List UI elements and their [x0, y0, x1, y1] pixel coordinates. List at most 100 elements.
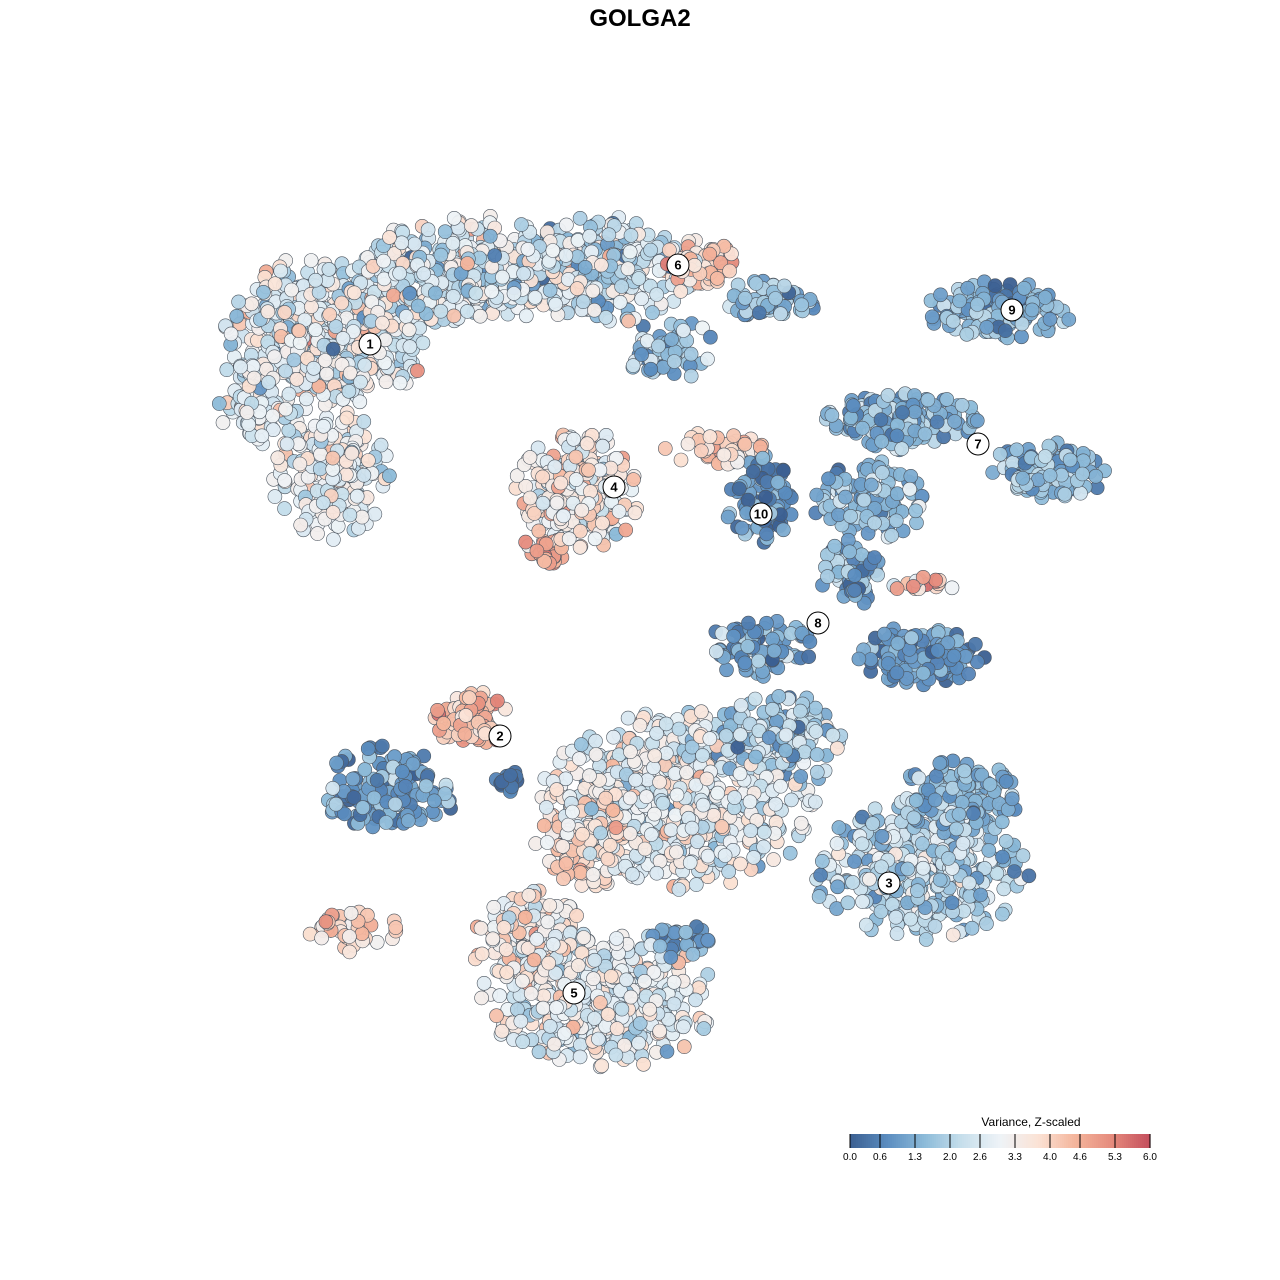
cell-point	[959, 326, 975, 342]
cell-point	[378, 374, 394, 390]
cell-point	[676, 323, 691, 338]
cell-point	[623, 744, 638, 760]
cell-point	[366, 790, 382, 806]
cell-point	[737, 436, 753, 452]
cell-point	[1014, 329, 1029, 345]
cell-point	[339, 410, 355, 426]
cell-point	[278, 363, 293, 379]
cell-point	[518, 534, 533, 550]
cell-point	[231, 294, 246, 310]
cell-point	[476, 975, 492, 991]
cell-point	[998, 774, 1014, 789]
cell-point	[1009, 442, 1025, 458]
cell-point	[746, 850, 762, 865]
cell-point	[809, 487, 825, 503]
cell-point	[908, 503, 924, 519]
cell-point	[847, 568, 863, 583]
cell-point	[858, 917, 874, 933]
cell-point	[277, 501, 292, 516]
cell-point	[987, 278, 1003, 294]
cell-point	[634, 347, 649, 362]
cell-point	[514, 217, 529, 232]
cell-point	[793, 769, 809, 784]
cell-point	[847, 854, 862, 869]
cell-point	[345, 771, 361, 787]
cell-point	[765, 701, 780, 717]
cell-point	[573, 737, 589, 752]
cell-point	[964, 920, 980, 936]
cell-point	[700, 351, 715, 367]
cell-point	[244, 296, 259, 312]
cell-point	[634, 291, 649, 307]
cell-point	[673, 284, 689, 299]
cell-point	[400, 813, 416, 829]
cell-point	[489, 1008, 504, 1024]
cell-point	[572, 211, 588, 226]
cell-point	[360, 741, 376, 757]
cell-point	[553, 475, 569, 491]
cell-point	[809, 747, 825, 762]
cell-point	[592, 995, 608, 1010]
cell-point	[281, 423, 297, 438]
cell-point	[814, 853, 830, 869]
cell-point	[277, 473, 292, 488]
cell-point	[737, 290, 753, 306]
cell-point	[490, 693, 505, 709]
cell-point	[807, 794, 823, 810]
cell-point	[516, 266, 531, 281]
cell-point	[568, 449, 584, 465]
cell-point	[768, 796, 783, 812]
cell-point	[939, 392, 955, 407]
cell-point	[854, 809, 870, 825]
cell-point	[329, 755, 344, 771]
cell-point	[793, 815, 809, 831]
cell-point	[312, 461, 328, 477]
cell-point	[594, 1058, 610, 1074]
cell-point	[888, 513, 904, 529]
cell-point	[756, 839, 771, 855]
cell-point	[782, 845, 798, 861]
cell-point	[733, 727, 748, 743]
cell-point	[378, 815, 394, 830]
cell-point	[420, 222, 436, 237]
cell-point	[830, 879, 845, 895]
cell-point	[977, 861, 993, 876]
cell-point	[229, 308, 244, 324]
cell-point	[1073, 485, 1088, 501]
cell-point	[676, 1039, 692, 1054]
cell-point	[267, 489, 283, 504]
cell-point	[337, 806, 352, 822]
cell-point	[1021, 868, 1037, 884]
cell-point	[354, 926, 370, 942]
cell-point	[346, 790, 362, 805]
cell-point	[945, 313, 961, 329]
cell-point	[685, 946, 701, 962]
cell-point	[947, 414, 962, 429]
cell-point	[588, 733, 603, 749]
cell-point	[825, 727, 841, 743]
cell-point	[914, 836, 930, 851]
cell-point	[361, 453, 376, 468]
cell-point	[695, 748, 710, 763]
cell-point	[740, 492, 756, 508]
cell-point	[518, 308, 534, 324]
cell-point	[855, 894, 870, 909]
cell-point	[260, 304, 276, 320]
cell-point	[627, 505, 643, 521]
chart-title: GOLGA2	[589, 5, 690, 32]
cell-point	[748, 276, 764, 291]
cell-point	[709, 271, 725, 286]
cell-point	[759, 615, 774, 631]
cell-point	[321, 262, 337, 277]
cell-point	[761, 730, 777, 745]
cell-point	[265, 408, 280, 424]
cell-point	[821, 471, 836, 487]
cell-point	[647, 748, 663, 764]
cell-point	[559, 217, 574, 233]
cell-point	[994, 814, 1010, 830]
cell-point	[398, 309, 414, 324]
cell-point	[733, 698, 749, 713]
cell-point	[587, 531, 603, 547]
cell-point	[382, 468, 397, 484]
cell-point	[521, 887, 537, 903]
